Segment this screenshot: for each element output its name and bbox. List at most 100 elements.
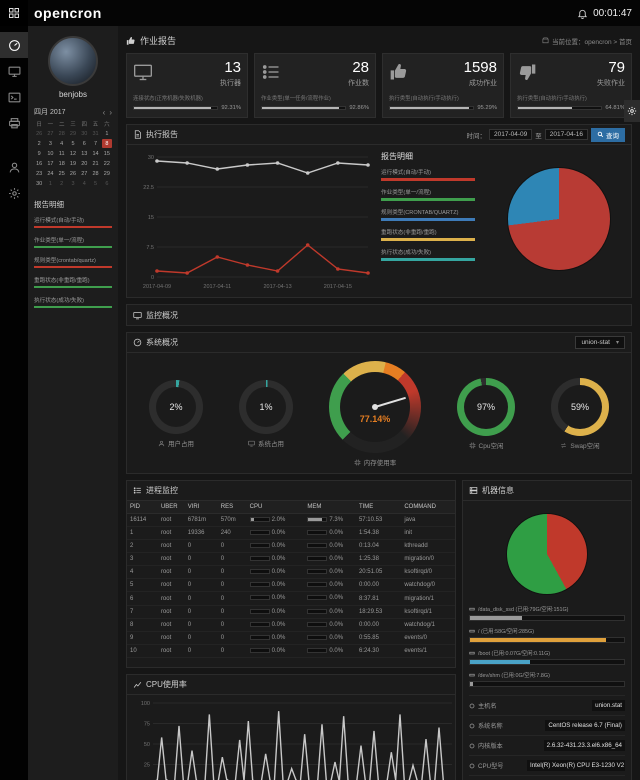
nav-printer[interactable] — [0, 110, 28, 136]
calendar-day[interactable]: 8 — [101, 139, 112, 148]
app-logo[interactable]: opencron — [34, 5, 102, 21]
breadcrumb[interactable]: 当前位置：opencron > 首页 — [542, 36, 632, 46]
disk-label: / (已用:58G/空闲:285G) — [469, 627, 625, 635]
calendar-day[interactable]: 20 — [81, 160, 88, 167]
calendar-day[interactable]: 26 — [69, 170, 77, 177]
gauge-value: 2% — [156, 387, 196, 427]
calendar-day[interactable]: 5 — [94, 180, 98, 187]
calendar-day[interactable]: 29 — [69, 130, 77, 137]
cell-command: migration/1 — [401, 591, 455, 606]
nav-settings[interactable] — [0, 180, 28, 206]
cpu-usage-chart: 0255075100 — [127, 695, 455, 780]
cell-cpu: 0.0% — [246, 644, 305, 658]
calendar-day[interactable]: 24 — [47, 170, 54, 177]
calendar-day[interactable]: 15 — [103, 150, 110, 157]
calendar-day[interactable]: 30 — [81, 130, 88, 137]
calendar-day[interactable]: 16 — [36, 160, 43, 167]
legend-label: 重跑状态(非重跑/重跑) — [34, 278, 90, 284]
calendar-day[interactable]: 13 — [81, 150, 88, 157]
calendar-day[interactable]: 3 — [71, 180, 75, 187]
calendar-day[interactable]: 9 — [37, 150, 41, 157]
info-icon — [469, 723, 475, 729]
calendar-day[interactable]: 25 — [58, 170, 65, 177]
calendar-day[interactable]: 27 — [81, 170, 88, 177]
calendar-day[interactable]: 2 — [37, 140, 41, 147]
calendar-next-icon[interactable]: › — [109, 107, 112, 117]
chart-line-icon — [133, 680, 142, 689]
cell-virt: 6781m — [184, 513, 218, 528]
date-to-input[interactable]: 2017-04-16 — [544, 129, 588, 140]
svg-text:50: 50 — [144, 742, 150, 748]
calendar-day[interactable]: 1 — [105, 130, 109, 137]
avatar[interactable] — [48, 36, 98, 86]
info-label: CPU型号 — [469, 761, 503, 770]
notifications-bell-icon[interactable] — [577, 8, 588, 19]
machine-info-title: 机器信息 — [469, 485, 514, 496]
settings-fab[interactable] — [624, 100, 640, 122]
calendar-day[interactable]: 11 — [58, 150, 65, 157]
date-from-input[interactable]: 2017-04-09 — [489, 129, 533, 140]
cell-cpu: 0.0% — [246, 552, 305, 567]
cell-command: events/0 — [401, 631, 455, 645]
calendar-day[interactable]: 21 — [92, 160, 99, 167]
memory-chip-icon — [354, 459, 361, 466]
calendar-day[interactable]: 23 — [36, 170, 43, 177]
calendar-day[interactable]: 29 — [103, 170, 110, 177]
calendar-day[interactable]: 12 — [69, 150, 77, 157]
cell-virt: 0 — [184, 539, 218, 554]
monitor-icon — [133, 62, 153, 82]
info-row: 系统名称 CentOS release 6.7 (Final) — [469, 715, 625, 735]
calendar-day[interactable]: 2 — [60, 180, 64, 187]
nav-user[interactable] — [0, 154, 28, 180]
calendar-day[interactable]: 26 — [36, 130, 43, 137]
calendar-day[interactable]: 17 — [47, 160, 54, 167]
calendar-day[interactable]: 6 — [82, 140, 86, 147]
info-value: CentOS release 6.7 (Final) — [545, 720, 625, 731]
cell-time: 1:25.38 — [355, 552, 402, 567]
cell-mem: 7.3% — [304, 513, 356, 528]
thumbs-up-icon — [126, 36, 136, 46]
nav-executor[interactable] — [0, 58, 28, 84]
calendar-prev-icon[interactable]: ‹ — [102, 107, 106, 117]
calendar-day[interactable]: 4 — [82, 180, 86, 187]
table-row: 16114 root 6781m 570m 2.0% 7.3% 57:10.53… — [127, 513, 455, 528]
table-header-row: PID UBER VIRI RES CPU MEM TIME COMMAND — [127, 501, 455, 514]
calendar-day[interactable]: 6 — [105, 180, 109, 187]
calendar-day[interactable]: 27 — [47, 130, 54, 137]
machine-select[interactable]: union-stat ▾ — [575, 336, 625, 349]
calendar-day[interactable]: 1 — [48, 180, 52, 187]
uptime-clock: 00:01:47 — [593, 7, 632, 19]
calendar-day[interactable]: 18 — [58, 160, 65, 167]
calendar-day[interactable]: 28 — [58, 130, 65, 137]
calendar-day[interactable]: 31 — [92, 130, 99, 137]
card-success-jobs[interactable]: 1598 成功作业 执行类型(自动执行/手动执行) 95.29% — [382, 53, 504, 118]
search-button[interactable]: 查询 — [591, 127, 625, 142]
calendar-day[interactable]: 5 — [71, 140, 75, 147]
legend-label: 运行模式(自动/手动) — [34, 218, 85, 224]
calendar-day[interactable]: 22 — [103, 160, 110, 167]
logo-mark-icon[interactable] — [0, 0, 28, 26]
card-executors[interactable]: 13 执行器 连接状态(正常机器/失败机器) 92.31% — [126, 53, 248, 118]
nav-dashboard[interactable] — [0, 32, 28, 58]
svg-text:100: 100 — [141, 701, 150, 707]
cell-res: 0 — [217, 605, 247, 619]
calendar-day[interactable]: 19 — [69, 160, 77, 167]
stat-label: 失败作业 — [597, 80, 625, 87]
cell-cpu: 2.0% — [246, 513, 305, 528]
legend-color-bar — [34, 246, 112, 248]
nav-terminal[interactable] — [0, 84, 28, 110]
calendar-day[interactable]: 4 — [60, 140, 64, 147]
calendar-day[interactable]: 7 — [94, 140, 98, 147]
card-failed-jobs[interactable]: 79 失败作业 执行类型(自动执行/手动执行) 64.81% — [510, 53, 632, 118]
cell-virt: 0 — [184, 605, 218, 619]
card-jobs[interactable]: 28 作业数 作业类型(单一任务/流程作业) 92.86% — [254, 53, 376, 118]
calendar-day[interactable]: 14 — [92, 150, 99, 157]
cell-cpu: 0.0% — [246, 631, 305, 645]
calendar-day[interactable]: 28 — [92, 170, 99, 177]
legend-label: 执行状态(成功/失败) — [34, 298, 85, 304]
calendar-day[interactable]: 30 — [36, 180, 43, 187]
cell-pid: 4 — [127, 565, 158, 580]
info-icon — [469, 763, 475, 769]
calendar-day[interactable]: 10 — [47, 150, 54, 157]
calendar-day[interactable]: 3 — [48, 140, 52, 147]
